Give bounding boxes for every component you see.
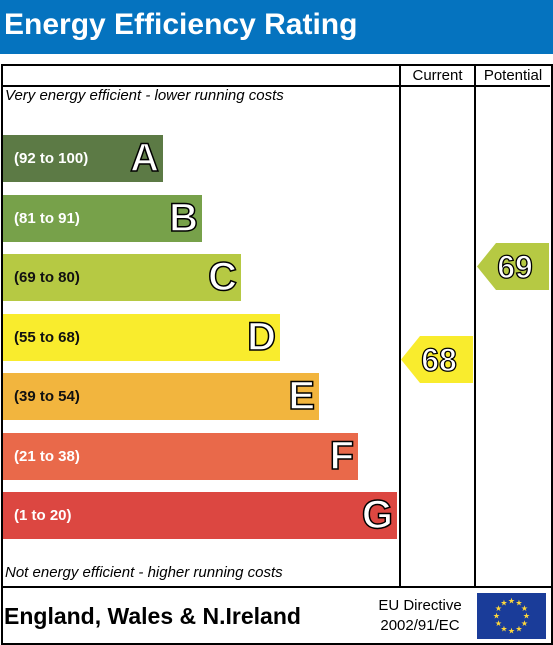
band-letter: G: [361, 492, 394, 538]
rating-frame: [1, 64, 553, 645]
note-top: Very energy efficient - lower running co…: [5, 87, 284, 104]
band-g: (1 to 20) G: [3, 492, 397, 539]
column-header-potential: Potential: [483, 67, 543, 84]
divider-current: [399, 66, 401, 587]
header-bar: Energy Efficiency Rating: [0, 0, 553, 54]
band-d: (55 to 68) D: [3, 314, 280, 361]
eu-star-icon: ★: [493, 612, 500, 621]
eu-star-icon: ★: [523, 612, 530, 621]
footer-divider: [1, 586, 551, 588]
band-letter: E: [288, 373, 316, 419]
band-range-label: (92 to 100): [14, 150, 89, 167]
eu-star-icon: ★: [521, 604, 528, 613]
band-a: (92 to 100) A: [3, 135, 163, 182]
band-range-label: (21 to 38): [14, 448, 80, 465]
band-f: (21 to 38) F: [3, 433, 358, 480]
eu-stars: ★ ★★★★★★★★★★★: [493, 597, 530, 636]
band-letter: B: [168, 195, 198, 241]
eu-star-icon: ★: [515, 624, 522, 633]
eu-star-icon: ★: [500, 624, 507, 633]
eu-star-icon: ★: [500, 599, 507, 608]
eu-flag-icon: ★ ★ ★ ★ ★ ★ ★ ★ ★ ★ ★ ★: [477, 593, 546, 639]
column-header-current: Current: [412, 67, 463, 84]
eu-star-icon: ★: [515, 599, 522, 608]
band-e: (39 to 54) E: [3, 373, 319, 420]
band-range-label: (69 to 80): [14, 269, 80, 286]
eu-directive: EU Directive 2002/91/EC: [367, 596, 473, 636]
band-b: (81 to 91) B: [3, 195, 202, 242]
page-title: Energy Efficiency Rating: [4, 8, 358, 41]
band-range-label: (55 to 68): [14, 329, 80, 346]
column-header-divider: [399, 85, 550, 87]
eu-star-icon: ★: [508, 597, 515, 606]
band-c: (69 to 80) C: [3, 254, 241, 301]
current-rating-value: 68: [421, 342, 457, 378]
eu-star-icon: ★: [495, 619, 502, 628]
eu-directive-line2: 2002/91/EC: [380, 617, 460, 634]
eu-star-icon: ★: [508, 627, 515, 636]
eu-directive-line1: EU Directive: [378, 597, 462, 614]
band-range-label: (1 to 20): [14, 507, 72, 524]
eu-star-icon: ★: [521, 619, 528, 628]
band-letter: C: [207, 254, 237, 300]
band-letter: F: [329, 433, 355, 479]
potential-rating-shape: 69: [477, 243, 549, 290]
divider-potential: [474, 66, 476, 587]
band-range-label: (39 to 54): [14, 388, 80, 405]
band-range-label: (81 to 91): [14, 210, 80, 227]
band-letter: D: [246, 314, 276, 360]
current-rating-shape: 68: [401, 336, 473, 383]
region-label: England, Wales & N.Ireland: [4, 603, 301, 629]
note-bottom: Not energy efficient - higher running co…: [5, 564, 283, 581]
potential-rating-arrow: 69: [477, 243, 549, 290]
potential-rating-value: 69: [497, 249, 533, 285]
top-row-divider: [1, 85, 401, 87]
band-letter: A: [129, 135, 159, 181]
current-rating-arrow: 68: [401, 336, 473, 383]
eu-star-icon: ★: [495, 604, 502, 613]
